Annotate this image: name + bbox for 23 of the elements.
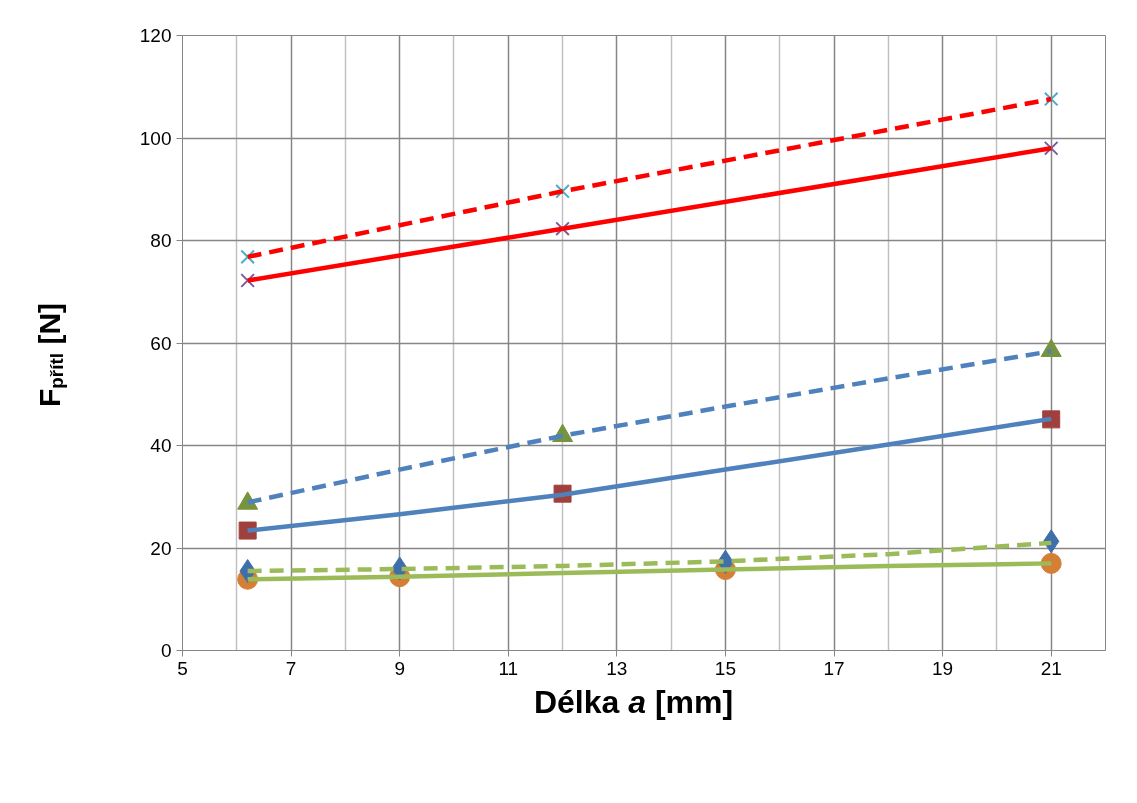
x-tick-label: 13 (606, 657, 628, 679)
point (240, 249, 256, 265)
x-tick-label: 9 (394, 657, 405, 679)
y-tick-label: 0 (160, 640, 172, 661)
point (240, 273, 256, 288)
point (1043, 91, 1059, 107)
point (555, 221, 570, 237)
y-tick-label: 120 (139, 25, 172, 46)
x-tick-label: 11 (498, 657, 519, 679)
y-tick-label: 100 (139, 127, 172, 149)
point (555, 183, 570, 199)
y-tick-label: 20 (150, 537, 172, 559)
y-tick-label: 40 (150, 435, 172, 456)
x-tick-label: 5 (177, 657, 188, 679)
y-tick-label: 60 (150, 332, 172, 354)
point (1043, 140, 1059, 156)
x-tick-label: 17 (823, 657, 845, 679)
y-tick-label: 80 (150, 230, 172, 251)
x-axis-title: Délka a [mm] (533, 683, 734, 722)
x-tick-label: 7 (285, 657, 297, 679)
x-tick-label: 19 (932, 657, 954, 679)
x-tick-label: 15 (714, 657, 737, 679)
x-tick-label: 21 (1040, 657, 1062, 679)
